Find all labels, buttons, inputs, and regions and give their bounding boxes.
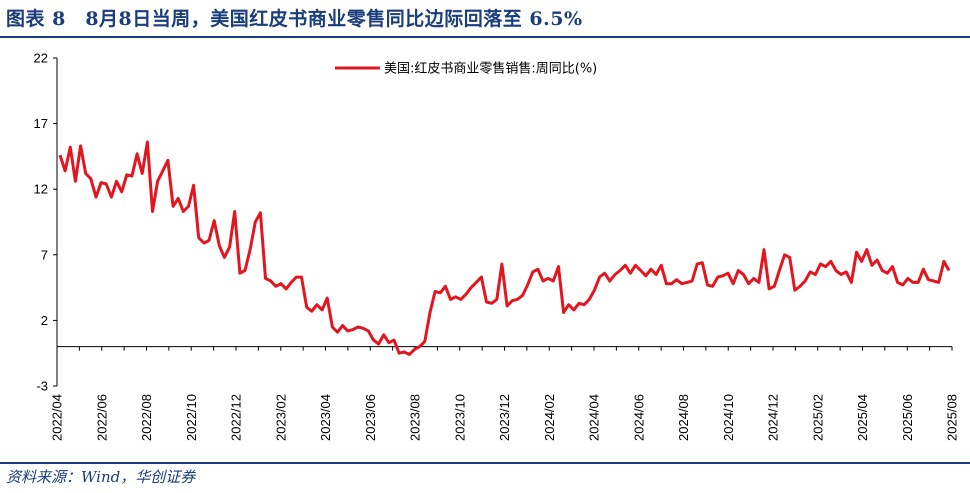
chart-axes — [56, 58, 952, 386]
x-tick-label: 2024/02 — [542, 394, 557, 441]
chart-title: 图表 8 8月8日当周，美国红皮书商业零售同比边际回落至 6.5% — [6, 8, 583, 30]
legend-label: 美国:红皮书商业零售销售:周同比(%) — [384, 61, 597, 77]
x-tick-label: 2023/02 — [273, 394, 288, 441]
y-tick-label: 22 — [34, 51, 48, 66]
series-group — [58, 140, 951, 356]
y-tick-label: 7 — [41, 247, 48, 262]
x-tick-label: 2024/06 — [631, 394, 646, 441]
y-tick-label: 2 — [41, 313, 48, 328]
x-tick-label: 2022/12 — [229, 394, 244, 441]
x-tick-label: 2024/10 — [721, 394, 736, 441]
x-tick-label: 2025/02 — [810, 394, 825, 441]
x-tick-label: 2025/08 — [945, 394, 960, 441]
legend: 美国:红皮书商业零售销售:周同比(%) — [335, 61, 597, 77]
x-tick-label: 2025/04 — [855, 394, 870, 441]
x-tick-label: 2022/04 — [50, 394, 65, 441]
x-tick-label: 2022/08 — [139, 394, 154, 441]
x-tick-label: 2022/10 — [184, 394, 199, 441]
x-axis-ticks: 2022/04 2022/06 2022/08 2022/10 2022/12 2023/… — [50, 346, 960, 441]
x-tick-label: 2022/06 — [94, 394, 109, 441]
x-tick-label: 2023/10 — [452, 394, 467, 441]
y-axis-ticks: -3 2 7 12 17 22 — [34, 51, 57, 394]
y-tick-label: -3 — [36, 379, 48, 394]
x-tick-label: 2024/12 — [766, 394, 781, 441]
x-tick-label: 2025/06 — [900, 394, 915, 441]
x-tick-label: 2023/06 — [363, 394, 378, 441]
x-tick-label: 2023/12 — [497, 394, 512, 441]
x-tick-label: 2024/08 — [676, 394, 691, 441]
y-tick-label: 12 — [34, 182, 48, 197]
x-tick-label: 2023/04 — [318, 394, 333, 441]
title-divider — [0, 36, 970, 38]
x-tick-label: 2023/08 — [408, 394, 423, 441]
series-line — [58, 140, 951, 356]
y-tick-label: 17 — [34, 116, 48, 131]
x-tick-label: 2024/04 — [587, 394, 602, 441]
footer-divider — [0, 462, 970, 464]
source-note: 资料来源：Wind，华创证券 — [6, 468, 196, 486]
